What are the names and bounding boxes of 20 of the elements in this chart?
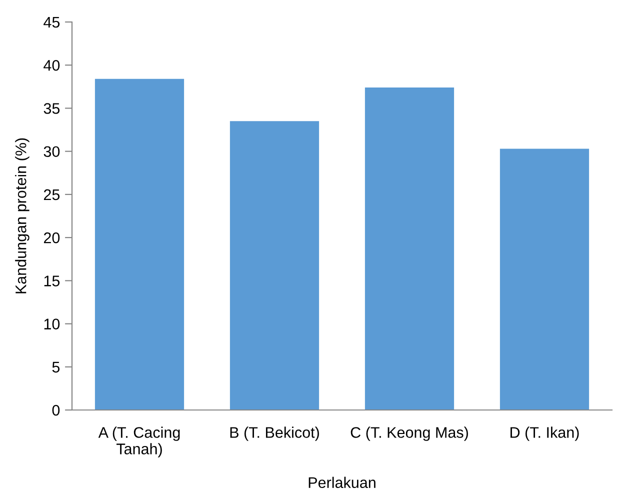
bar <box>230 121 320 410</box>
y-tick-label: 35 <box>44 103 60 114</box>
y-tick-label: 15 <box>44 276 60 286</box>
x-tick-label: D (T. Ikan) <box>510 426 579 441</box>
bar <box>94 78 184 410</box>
x-axis-title: Perlakuan <box>308 476 376 488</box>
y-tick-label: 0 <box>52 404 60 416</box>
x-tick-label: C (T. Keong Mas) <box>350 426 468 441</box>
x-tick-label: A (T. Cacing Tanah) <box>98 426 180 458</box>
bar <box>500 148 590 410</box>
y-tick-label: 20 <box>44 232 60 244</box>
y-tick-label: 5 <box>52 362 60 373</box>
y-tick-label: 45 <box>44 17 60 28</box>
y-tick-label: 40 <box>44 60 60 71</box>
y-tick-label: 25 <box>44 189 60 200</box>
x-tick-label: B (T. Bekicot) <box>230 426 319 441</box>
y-tick-label: 30 <box>44 146 60 158</box>
y-axis-title: Kandungan protein (%) <box>15 138 30 294</box>
bar <box>364 88 454 410</box>
y-tick-label: 10 <box>44 318 60 330</box>
